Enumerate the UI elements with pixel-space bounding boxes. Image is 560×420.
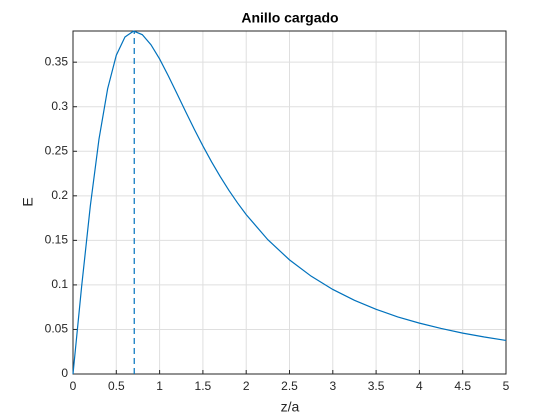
y-tick-label: 0 (61, 366, 68, 380)
x-tick-label: 2 (243, 379, 250, 393)
y-tick-label: 0.2 (51, 188, 68, 202)
y-tick-label: 0.3 (51, 99, 68, 113)
y-tick-label: 0.25 (45, 143, 69, 157)
y-tick-label: 0.15 (45, 233, 69, 247)
x-tick-label: 1 (156, 379, 163, 393)
y-tick-label: 0.35 (45, 54, 69, 68)
x-axis-label: z/a (281, 399, 300, 415)
x-tick-label: 0.5 (108, 379, 125, 393)
y-tick-label: 0.1 (51, 277, 68, 291)
axes-box (72, 30, 507, 375)
x-tick-label: 3 (329, 379, 336, 393)
line (72, 30, 507, 375)
x-tick-label: 2.5 (281, 379, 298, 393)
x-tick-label: 0 (70, 379, 77, 393)
x-tick-label: 4 (416, 379, 423, 393)
x-tick-label: 4.5 (454, 379, 471, 393)
y-tick-label: 0.05 (45, 322, 69, 336)
x-tick-label: 5 (503, 379, 510, 393)
chart-title: Anillo cargado (241, 10, 338, 26)
x-tick-label: 1.5 (195, 379, 212, 393)
x-tick-label: 3.5 (368, 379, 385, 393)
y-axis-label: E (20, 197, 36, 206)
